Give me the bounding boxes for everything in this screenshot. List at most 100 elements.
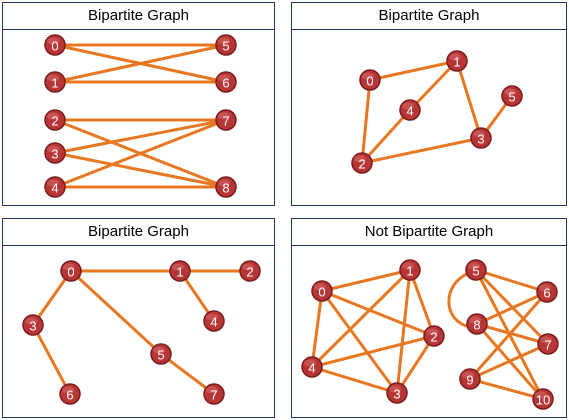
edge-1-2	[408, 268, 436, 338]
node-10: 10	[532, 388, 554, 410]
edge-0-2	[360, 78, 372, 165]
edge-0-3	[320, 289, 399, 395]
node-highlight	[535, 391, 547, 399]
graph-2: 0 1 2 3 4 5	[351, 50, 523, 174]
node-label: 6	[543, 286, 550, 301]
node-highlight	[426, 328, 438, 336]
node-highlight	[402, 262, 414, 270]
node-highlight	[62, 386, 74, 394]
edge-4-7	[53, 118, 228, 189]
node-9: 9	[459, 368, 481, 390]
node-highlight	[314, 283, 326, 291]
node-highlight	[304, 359, 316, 367]
node-0: 0	[311, 280, 333, 302]
edge-0-5	[69, 269, 163, 356]
node-label: 3	[29, 319, 36, 334]
node-label: 6	[222, 76, 229, 91]
node-highlight	[47, 145, 59, 153]
node-3: 3	[44, 142, 66, 164]
node-label: 7	[222, 114, 229, 129]
panel-4-title: Not Bipartite Graph	[292, 219, 566, 246]
node-label: 5	[157, 348, 164, 363]
node-highlight	[25, 317, 37, 325]
node-label: 0	[67, 265, 74, 280]
edge-8-6	[475, 290, 549, 326]
node-1: 1	[44, 71, 66, 93]
node-label: 4	[51, 181, 58, 196]
edge-1-3	[455, 59, 483, 140]
node-highlight	[63, 263, 75, 271]
node-label: 1	[453, 55, 460, 70]
node-label: 4	[308, 361, 315, 376]
node-1: 1	[446, 50, 468, 72]
edge-8-7	[475, 322, 550, 346]
node-label: 7	[544, 338, 551, 353]
node-label: 6	[66, 388, 73, 403]
panel-1-title: Bipartite Graph	[3, 3, 274, 30]
edge-9-10	[468, 377, 545, 401]
node-highlight	[389, 385, 401, 393]
node-label: 4	[406, 104, 413, 119]
node-highlight	[469, 316, 481, 324]
node-highlight	[462, 371, 474, 379]
node-label: 2	[51, 114, 58, 129]
node-label: 0	[51, 39, 58, 54]
node-1: 1	[169, 260, 191, 282]
node-label: 8	[473, 318, 480, 333]
node-highlight	[47, 37, 59, 45]
node-7: 7	[203, 383, 225, 405]
node-label: 9	[466, 373, 473, 388]
edge-3-7	[53, 118, 228, 155]
node-6: 6	[215, 71, 237, 93]
edge-0-1	[368, 59, 459, 82]
edge-1-3	[395, 268, 412, 395]
node-7: 7	[537, 333, 559, 355]
edge-3-6	[31, 323, 72, 396]
edge-4-3	[310, 365, 399, 395]
node-6: 6	[536, 281, 558, 303]
edge-1-4	[408, 59, 459, 112]
node-label: 4	[210, 315, 217, 330]
node-label: 3	[51, 147, 58, 162]
node-highlight	[206, 313, 218, 321]
node-5: 5	[150, 343, 172, 365]
node-label: 2	[358, 157, 365, 172]
node-highlight	[539, 284, 551, 292]
node-label: 2	[430, 330, 437, 345]
node-label: 3	[477, 132, 484, 147]
edge-2-3	[360, 136, 483, 165]
panel-1: Bipartite Graph 0 1 2 3 4 5 6 7 8	[2, 2, 275, 206]
node-highlight	[47, 74, 59, 82]
edge-0-2	[320, 289, 436, 338]
node-label: 0	[318, 285, 325, 300]
node-highlight	[449, 53, 461, 61]
node-highlight	[206, 386, 218, 394]
node-label: 0	[366, 74, 373, 89]
node-2: 2	[44, 109, 66, 131]
edge-1-5	[53, 43, 228, 84]
node-highlight	[402, 102, 414, 110]
node-6: 6	[59, 383, 81, 405]
node-1: 1	[399, 259, 421, 281]
edge-0-3	[31, 269, 73, 327]
edge-0-1	[320, 268, 412, 293]
panel-3: Bipartite Graph 0 1 2 3 4 5 6 7	[2, 218, 275, 418]
node-highlight	[218, 179, 230, 187]
node-highlight	[362, 72, 374, 80]
node-highlight	[47, 179, 59, 187]
node-8: 8	[215, 176, 237, 198]
edge-3-8	[53, 151, 228, 189]
node-label: 8	[222, 181, 229, 196]
node-label: 1	[406, 264, 413, 279]
node-3: 3	[22, 314, 44, 336]
node-label: 5	[472, 264, 479, 279]
node-2: 2	[351, 152, 373, 174]
node-4: 4	[399, 99, 421, 121]
node-label: 7	[210, 388, 217, 403]
edge-0-4	[310, 289, 324, 369]
edge-2-3	[395, 334, 436, 395]
edge-5-7	[159, 352, 216, 396]
node-8: 8	[466, 313, 488, 335]
node-label: 5	[222, 39, 229, 54]
edge-4-2	[360, 108, 412, 165]
